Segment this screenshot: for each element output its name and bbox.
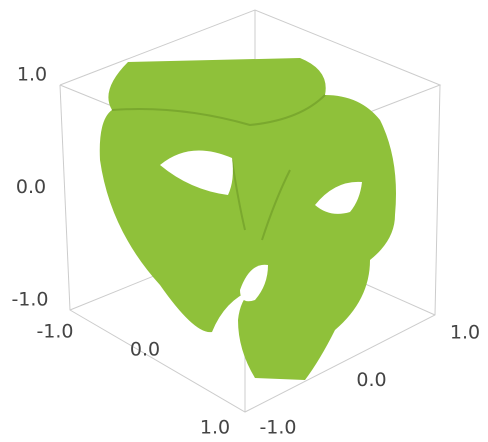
surface-hole — [315, 181, 362, 214]
surface-fold — [231, 159, 291, 241]
z-tick-label: 0.0 — [16, 176, 46, 198]
y-tick-label: 0.0 — [356, 369, 386, 391]
surface-body — [99, 58, 396, 380]
x-tick-label: 1.0 — [200, 417, 230, 439]
surface-hole — [240, 264, 268, 302]
surface-fold — [111, 94, 326, 127]
y-tick-label: 1.0 — [450, 322, 480, 344]
surface — [99, 58, 396, 380]
y-tick-label: -1.0 — [259, 417, 296, 439]
z-tick-label: -1.0 — [11, 289, 48, 311]
x-tick-label: 0.0 — [130, 339, 160, 361]
surface-hole — [160, 150, 233, 195]
x-tick-label: -1.0 — [36, 321, 73, 343]
z-tick-label: 1.0 — [17, 64, 47, 86]
